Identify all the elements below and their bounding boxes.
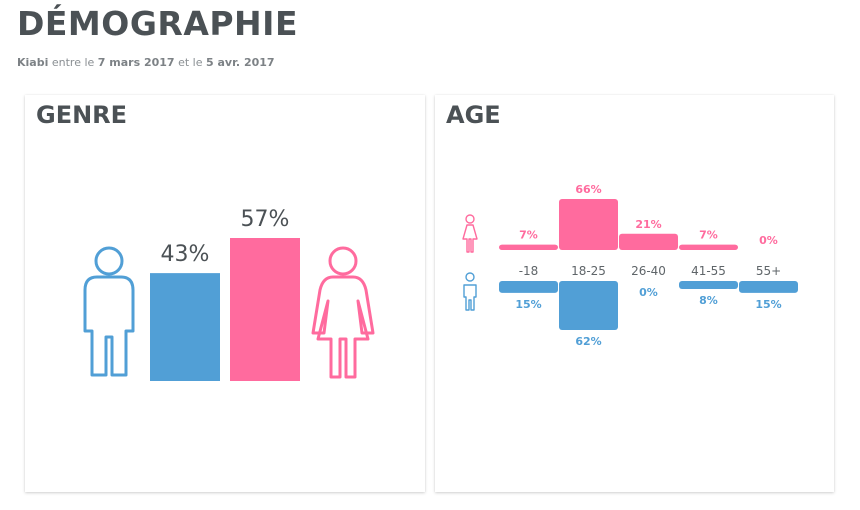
date-range-subtitle: Kiabi entre le 7 mars 2017 et le 5 avr. … [17, 56, 275, 69]
woman-small-icon [462, 214, 478, 253]
male-age-label: 15% [515, 298, 541, 311]
female-bar-label: 57% [241, 207, 290, 232]
female-age-bar [679, 244, 738, 250]
and-text: et le [178, 56, 203, 69]
age-card: AGE -18 7% 15% 18-25 66% 62% 26-40 21% 0% 41-55 7%… [435, 95, 834, 492]
man-outline-icon [83, 246, 135, 377]
man-small-icon [463, 272, 477, 311]
age-category-label: 18-25 [571, 264, 606, 278]
male-age-bar [679, 281, 738, 289]
gender-card: GENRE 43% 57% [25, 95, 425, 492]
male-age-label: 62% [575, 335, 601, 348]
age-category-label: 26-40 [631, 264, 666, 278]
age-category-label: -18 [519, 264, 539, 278]
male-bar-label: 43% [161, 242, 210, 267]
end-date: 5 avr. 2017 [206, 56, 275, 69]
gender-card-title: GENRE [36, 101, 128, 129]
age-card-title: AGE [446, 101, 501, 129]
age-category-label: 41-55 [691, 264, 726, 278]
brand-name: Kiabi [17, 56, 49, 69]
female-bar [230, 238, 300, 381]
female-age-bar [559, 199, 618, 250]
male-age-label: 8% [699, 294, 718, 307]
male-age-bar [499, 281, 558, 293]
page-title: DÉMOGRAPHIE [17, 4, 298, 43]
female-age-label: 7% [519, 229, 538, 242]
male-bar [150, 273, 220, 381]
female-age-label: 7% [699, 229, 718, 242]
female-age-bar [499, 244, 558, 250]
gender-chart: 43% 57% [83, 207, 375, 381]
start-date: 7 mars 2017 [97, 56, 175, 69]
age-chart: -18 7% 15% 18-25 66% 62% 26-40 21% 0% 41-55 7% 8% 55… [462, 183, 798, 348]
male-age-label: 15% [755, 298, 781, 311]
female-age-label: 0% [759, 234, 778, 247]
woman-outline-icon [311, 246, 375, 379]
age-category-label: 55+ [756, 264, 781, 278]
female-age-bar [619, 233, 678, 250]
male-age-bar [739, 281, 798, 293]
female-age-label: 21% [635, 218, 661, 231]
male-age-label: 0% [639, 286, 658, 299]
between-text: entre le [51, 56, 95, 69]
female-age-label: 66% [575, 183, 601, 196]
male-age-bar [559, 281, 618, 330]
